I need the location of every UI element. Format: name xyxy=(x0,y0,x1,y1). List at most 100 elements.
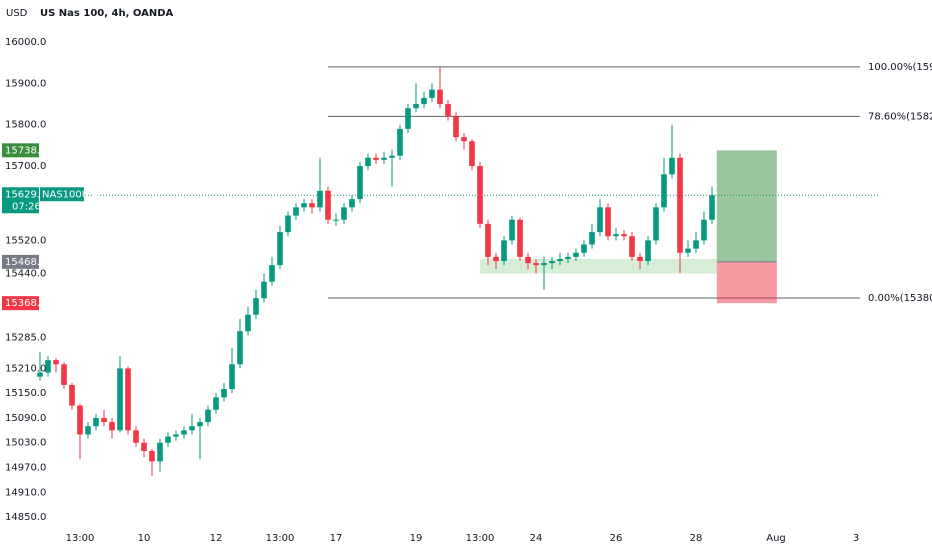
x-tick-label: 13:00 xyxy=(266,533,295,544)
candle-body xyxy=(549,261,555,264)
x-tick-label: 26 xyxy=(610,533,623,544)
fib-label: 78.60%(15820.3) xyxy=(868,111,932,122)
candle-body xyxy=(493,256,499,262)
y-tick-label: 15440.0 xyxy=(5,268,46,279)
y-tick-label: 16000.0 xyxy=(5,37,46,48)
candle-body xyxy=(85,426,91,435)
candle-body xyxy=(245,314,251,332)
y-tick-label: 15800.0 xyxy=(5,120,46,131)
candle-body xyxy=(253,298,259,315)
y-tick-label: 15090.0 xyxy=(5,413,46,424)
candle-body xyxy=(93,417,99,427)
candle-body xyxy=(349,199,355,208)
candle-body xyxy=(181,430,187,435)
candle-body xyxy=(213,397,219,410)
candle-body xyxy=(477,166,483,224)
candle-body xyxy=(573,252,579,257)
candle-body xyxy=(429,89,435,98)
candle-body xyxy=(597,207,603,233)
candle-body xyxy=(197,422,203,427)
candle-body xyxy=(325,190,331,220)
candle-body xyxy=(645,240,651,262)
candle-body xyxy=(653,207,659,241)
x-tick-label: 28 xyxy=(690,533,703,544)
candle-body xyxy=(37,372,43,377)
entry-badge xyxy=(2,254,39,269)
candle-body xyxy=(53,360,59,365)
candle-body xyxy=(229,364,235,390)
candle-body xyxy=(101,417,107,423)
candle-body xyxy=(317,190,323,208)
y-tick-label: 14970.0 xyxy=(5,463,46,474)
candle-body xyxy=(661,174,667,208)
candle-body xyxy=(525,256,531,264)
last-price-label: 15629.2 xyxy=(5,189,46,200)
candle-body xyxy=(685,248,691,253)
symbol-badge xyxy=(40,187,84,202)
candle-body xyxy=(165,436,171,443)
candle-body xyxy=(309,203,315,208)
candle-body xyxy=(285,215,291,233)
last-price-badge xyxy=(2,187,39,214)
candle-body xyxy=(445,104,451,117)
candle-body xyxy=(501,240,507,262)
x-tick-label: 13:00 xyxy=(466,533,495,544)
candle-body xyxy=(669,157,675,175)
candle-body xyxy=(589,232,595,245)
currency-label: USD xyxy=(6,8,28,19)
candle-body xyxy=(125,368,131,431)
candle-body xyxy=(77,405,83,435)
candle-body xyxy=(237,331,243,365)
x-tick-label: 3 xyxy=(853,533,859,544)
y-tick-label: 15030.0 xyxy=(5,438,46,449)
candle-body xyxy=(605,207,611,237)
candle-body xyxy=(413,104,419,109)
candle-body xyxy=(621,234,627,237)
candle-body xyxy=(333,219,339,221)
y-tick-label: 15700.0 xyxy=(5,161,46,172)
candle-body xyxy=(557,258,563,262)
x-tick-label: Aug xyxy=(766,533,786,544)
candle-body xyxy=(221,389,227,398)
symbol-label: NAS100USD xyxy=(42,189,103,200)
candle-body xyxy=(277,232,283,266)
y-tick-label: 15520.0 xyxy=(5,235,46,246)
candle-body xyxy=(405,108,411,129)
y-tick-label: 15900.0 xyxy=(5,78,46,89)
stop-zone xyxy=(716,261,777,304)
candle-body xyxy=(453,116,459,138)
stop-label: 15368.0 xyxy=(5,298,46,309)
candle-body xyxy=(117,368,123,431)
chart-title: US Nas 100, 4h, OANDA xyxy=(40,8,174,19)
candle-body xyxy=(133,430,139,443)
x-tick-label: 24 xyxy=(530,533,543,544)
candle-body xyxy=(533,263,539,266)
candle-body xyxy=(189,426,195,431)
support-zone xyxy=(480,258,717,274)
candle-body xyxy=(565,256,571,259)
candle-body xyxy=(109,422,115,431)
candle-body xyxy=(541,263,547,266)
candle-body xyxy=(469,141,475,167)
candle-body xyxy=(437,89,443,105)
fib-label: 0.00%(15380.5) xyxy=(868,293,932,304)
y-tick-label: 15150.0 xyxy=(5,388,46,399)
y-tick-label: 15210.0 xyxy=(5,363,46,374)
candle-body xyxy=(261,281,267,299)
candle-body xyxy=(173,434,179,437)
candle-body xyxy=(293,207,299,216)
candle-body xyxy=(381,157,387,160)
candle-body xyxy=(701,219,707,241)
stop-badge xyxy=(2,296,39,311)
candle-body xyxy=(677,157,683,253)
candle-body xyxy=(629,236,635,257)
y-tick-label: 14910.0 xyxy=(5,487,46,498)
target-label: 15738.0 xyxy=(5,145,46,156)
candle-body xyxy=(205,409,211,423)
candle-body xyxy=(269,265,275,282)
candle-body xyxy=(45,360,51,373)
x-tick-label: 13:00 xyxy=(66,533,95,544)
candle-body xyxy=(341,207,347,220)
candle-body xyxy=(141,442,147,452)
candle-body xyxy=(389,155,395,158)
